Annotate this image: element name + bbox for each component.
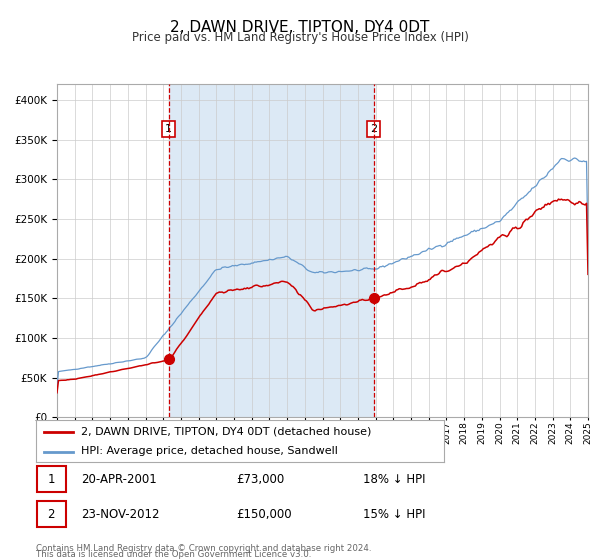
Text: Contains HM Land Registry data © Crown copyright and database right 2024.: Contains HM Land Registry data © Crown c…: [36, 544, 371, 553]
Text: 18% ↓ HPI: 18% ↓ HPI: [364, 473, 426, 486]
Text: 2, DAWN DRIVE, TIPTON, DY4 0DT (detached house): 2, DAWN DRIVE, TIPTON, DY4 0DT (detached…: [81, 427, 371, 437]
Text: 1: 1: [47, 473, 55, 486]
Text: This data is licensed under the Open Government Licence v3.0.: This data is licensed under the Open Gov…: [36, 550, 311, 559]
Bar: [169, 84, 374, 417]
Text: 2: 2: [47, 507, 55, 521]
Text: Price paid vs. HM Land Registry's House Price Index (HPI): Price paid vs. HM Land Registry's House …: [131, 31, 469, 44]
Text: 1: 1: [165, 124, 172, 134]
Text: 20-APR-2001: 20-APR-2001: [81, 473, 157, 486]
FancyBboxPatch shape: [37, 466, 65, 492]
Text: £150,000: £150,000: [236, 507, 292, 521]
Text: 23-NOV-2012: 23-NOV-2012: [81, 507, 160, 521]
Text: 2, DAWN DRIVE, TIPTON, DY4 0DT: 2, DAWN DRIVE, TIPTON, DY4 0DT: [170, 20, 430, 35]
FancyBboxPatch shape: [37, 501, 65, 527]
Text: HPI: Average price, detached house, Sandwell: HPI: Average price, detached house, Sand…: [81, 446, 338, 456]
Text: 2: 2: [370, 124, 377, 134]
Text: 15% ↓ HPI: 15% ↓ HPI: [364, 507, 426, 521]
Text: £73,000: £73,000: [236, 473, 285, 486]
